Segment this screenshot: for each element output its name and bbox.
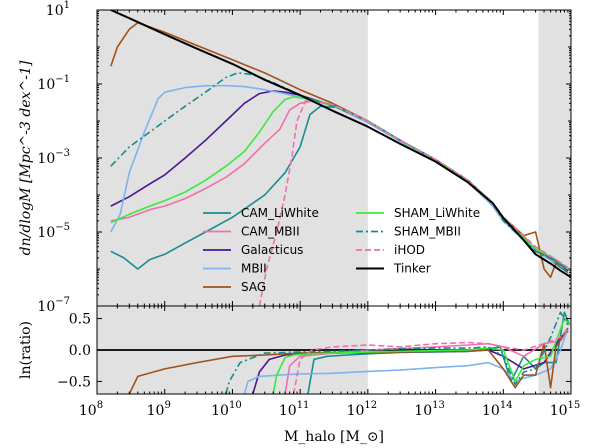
x-tick-base: 10 (347, 403, 365, 419)
x-tick-exponent: 11 (297, 400, 310, 411)
series-group (110, 10, 571, 306)
x-tick-label: 1015 (550, 400, 581, 419)
x-tick-base: 10 (550, 403, 568, 419)
series-line-sham-mbii (225, 311, 569, 394)
y-tick-exponent: −7 (55, 296, 70, 307)
y-tick-base: 10 (37, 225, 55, 241)
x-tick-base: 10 (414, 403, 432, 419)
top-panel (96, 9, 572, 307)
series-group (97, 311, 571, 394)
legend: CAM_LiWhite CAM_MBII Galacticus MBII SAG SHAM… (203, 206, 480, 294)
series-line-mbii (110, 84, 569, 270)
x-tick-base: 10 (279, 403, 297, 419)
series-line-ihod (258, 100, 569, 306)
y-tick-exponent: −5 (55, 222, 70, 233)
x-tick-base: 10 (482, 403, 500, 419)
y-axis-label-top: dn/dlogM [Mpc^-3 dex^-1] (18, 60, 34, 255)
x-tick-exponent: 13 (432, 400, 445, 411)
x-axis-label: M_halo [M_⊙] (284, 429, 384, 445)
y-tick-base: 10 (37, 77, 55, 93)
x-tick-exponent: 12 (364, 400, 377, 411)
shaded-region (97, 10, 368, 306)
x-tick-exponent: 14 (500, 400, 513, 411)
legend-label: Tinker (393, 262, 431, 276)
y-tick-base: 10 (37, 299, 55, 315)
x-tick-exponent: 9 (164, 400, 170, 411)
series-line-tinker (110, 10, 571, 279)
legend-label: iHOD (394, 243, 425, 257)
y-tick-exponent: −3 (55, 148, 70, 159)
axis-labels: 108 109 1010 1011 1012 1013 1014 101510−710−510… (18, 0, 580, 445)
bottom-panel (96, 305, 572, 395)
y-tick-base: 10 (37, 151, 55, 167)
y-tick-label: 0.0 (69, 343, 91, 359)
x-tick-base: 10 (147, 403, 165, 419)
x-tick-exponent: 8 (97, 400, 103, 411)
x-tick-label: 1012 (347, 400, 378, 419)
y-axis-label-bottom: ln(ratio) (18, 321, 34, 379)
x-tick-label: 1013 (414, 400, 445, 419)
y-tick-exponent: 1 (64, 0, 70, 11)
y-tick-label: 10−3 (37, 148, 70, 167)
legend-label: SHAM_LiWhite (394, 206, 480, 220)
y-tick-base: 10 (46, 3, 64, 19)
x-tick-exponent: 15 (568, 400, 581, 411)
x-tick-label: 1010 (211, 400, 242, 419)
y-tick-label: 10−7 (37, 296, 70, 315)
x-tick-base: 10 (211, 403, 229, 419)
x-tick-label: 109 (147, 400, 171, 419)
x-tick-exponent: 10 (229, 400, 242, 411)
legend-label: CAM_MBII (241, 225, 300, 239)
y-tick-label: 10−1 (37, 74, 70, 93)
x-tick-label: 1011 (279, 400, 310, 419)
legend-label: CAM_LiWhite (241, 206, 319, 220)
x-tick-base: 10 (79, 403, 97, 419)
y-tick-exponent: −1 (55, 74, 70, 85)
legend-label: SAG (241, 280, 266, 294)
x-tick-label: 108 (79, 400, 103, 419)
y-tick-label: 10−5 (37, 222, 70, 241)
legend-label: Galacticus (241, 243, 303, 257)
series-line-ihod (292, 327, 569, 394)
series-line-sham-liwhite (272, 317, 571, 394)
y-tick-label: 101 (46, 0, 70, 19)
y-tick-label: 0.5 (69, 312, 91, 328)
x-tick-label: 1014 (482, 400, 513, 419)
legend-label: MBII (241, 262, 267, 276)
legend-label: SHAM_MBII (394, 225, 461, 239)
y-tick-label: −0.5 (57, 374, 91, 390)
